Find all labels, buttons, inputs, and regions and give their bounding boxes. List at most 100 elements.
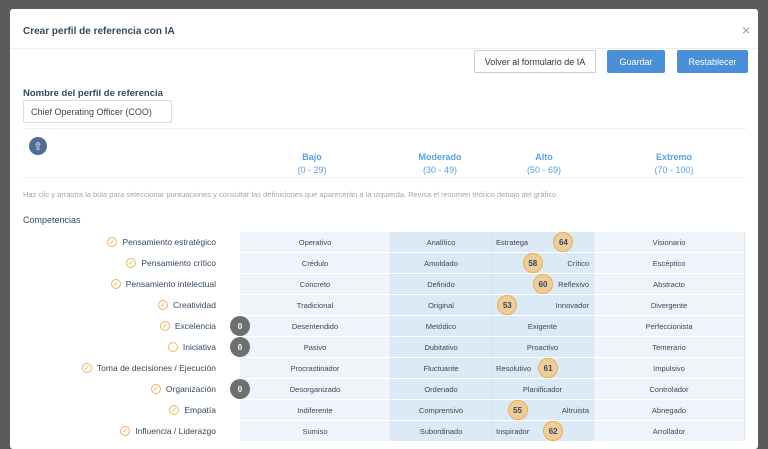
level-cell[interactable]: Arrollador bbox=[594, 421, 745, 441]
level-range: (0 - 29) bbox=[297, 165, 327, 175]
level-cell[interactable]: Subordinado bbox=[391, 421, 492, 441]
check-circle-icon[interactable]: ✓ bbox=[169, 405, 180, 415]
save-button[interactable]: Guardar bbox=[607, 50, 665, 73]
profile-name-input[interactable] bbox=[23, 100, 172, 123]
competency-table: ✓ Pensamiento estratégico Operativo Analíti… bbox=[23, 232, 746, 442]
level-cell[interactable]: Divergente bbox=[594, 295, 745, 315]
competency-row: ✓ Empatía Indiferente Comprensivo Altruista A… bbox=[23, 400, 746, 421]
create-profile-modal: Crear perfil de referencia con IA × Volv… bbox=[10, 9, 758, 449]
score-handle[interactable]: 0 bbox=[230, 337, 250, 357]
level-cell[interactable]: Indiferente bbox=[240, 400, 391, 420]
competency-name: Pensamiento crítico bbox=[141, 258, 216, 268]
competency-name: Influencia / Liderazgo bbox=[135, 426, 216, 436]
level-name: Extremo bbox=[655, 152, 692, 162]
check-circle-icon[interactable]: ✓ bbox=[158, 300, 168, 310]
level-cell[interactable]: Tradicional bbox=[240, 295, 391, 315]
close-icon[interactable]: × bbox=[741, 22, 750, 38]
reset-button[interactable]: Restablecer bbox=[677, 50, 748, 73]
competency-label[interactable]: ✓ Pensamiento intelectual bbox=[110, 279, 216, 289]
competency-row: ✓ Creatividad Tradicional Original Innovador… bbox=[23, 295, 746, 316]
check-circle-icon[interactable]: ✓ bbox=[126, 258, 137, 268]
level-cell[interactable]: Crédulo bbox=[240, 253, 391, 273]
level-cell[interactable]: Ordenado bbox=[391, 379, 492, 399]
level-cell[interactable]: Impulsivo bbox=[594, 358, 745, 378]
level-cell[interactable]: Abnegado bbox=[594, 400, 745, 420]
level-cell[interactable]: Planificador bbox=[492, 379, 594, 399]
level-cell[interactable]: Fluctuante bbox=[391, 358, 492, 378]
profile-name-label: Nombre del perfil de referencia bbox=[23, 88, 163, 99]
score-handle[interactable]: 62 bbox=[543, 421, 564, 441]
score-handle[interactable]: 64 bbox=[553, 232, 574, 252]
divider bbox=[23, 177, 746, 178]
level-cell[interactable]: Comprensivo bbox=[391, 400, 492, 420]
check-circle-icon[interactable]: ✓ bbox=[81, 363, 92, 373]
level-range: (50 - 69) bbox=[526, 165, 561, 175]
level-cell[interactable]: Visionario bbox=[594, 232, 745, 252]
level-cell[interactable]: Dubitativo bbox=[391, 337, 492, 357]
competency-label[interactable]: ✓ Pensamiento estratégico bbox=[107, 237, 216, 247]
level-name: Alto bbox=[535, 152, 553, 162]
instructions-text: Haz clic y arrastra la bola para selecci… bbox=[23, 190, 559, 199]
level-cell[interactable]: Concreto bbox=[240, 274, 391, 294]
level-cell[interactable]: Estratega bbox=[492, 232, 594, 252]
level-cell[interactable]: Desentendido bbox=[240, 316, 391, 336]
level-cell[interactable]: Desorganizado bbox=[240, 379, 391, 399]
divider bbox=[10, 48, 758, 49]
competency-label[interactable]: ✓ Empatía bbox=[169, 405, 216, 415]
level-bajo: Bajo (0 - 29) bbox=[272, 151, 352, 177]
level-cell[interactable]: Perfeccionista bbox=[594, 316, 745, 336]
check-circle-icon[interactable]: ✓ bbox=[110, 279, 121, 289]
level-cell[interactable]: Procrastinador bbox=[240, 358, 391, 378]
score-handle[interactable]: 0 bbox=[230, 379, 250, 399]
competency-name: Excelencia bbox=[174, 321, 216, 331]
score-handle[interactable]: 53 bbox=[497, 295, 518, 315]
competency-row: ✓ Pensamiento crítico Crédulo Amoldado Críti… bbox=[23, 253, 746, 274]
level-cell[interactable]: Temerario bbox=[594, 337, 745, 357]
score-handle[interactable]: 0 bbox=[230, 316, 250, 336]
level-cell[interactable]: Controlador bbox=[594, 379, 745, 399]
level-cell[interactable]: Exigente bbox=[492, 316, 594, 336]
score-handle[interactable]: 61 bbox=[538, 358, 559, 378]
modal-title: Crear perfil de referencia con IA bbox=[23, 26, 175, 37]
check-circle-icon[interactable]: ✓ bbox=[120, 426, 131, 436]
cloud-upload-icon[interactable]: ⇧ bbox=[29, 137, 47, 155]
check-circle-icon[interactable]: ✓ bbox=[107, 237, 118, 247]
check-circle-icon[interactable]: ✓ bbox=[159, 321, 170, 331]
level-cell[interactable]: Metódico bbox=[391, 316, 492, 336]
level-cell[interactable]: Abstracto bbox=[594, 274, 745, 294]
competency-label[interactable]: ✓ Organización bbox=[150, 384, 216, 394]
level-cell[interactable]: Crítico bbox=[492, 253, 594, 273]
empty-circle-icon[interactable] bbox=[167, 342, 178, 352]
back-to-form-button[interactable]: Volver al formulario de IA bbox=[474, 50, 596, 73]
competency-label[interactable]: ✓ Toma de decisiones / Ejecución bbox=[81, 363, 216, 373]
competency-label[interactable]: ✓ Creatividad bbox=[158, 300, 216, 310]
competency-row: ✓ Influencia / Liderazgo Sumiso Subordinado… bbox=[23, 421, 746, 442]
level-cell[interactable]: Operativo bbox=[240, 232, 391, 252]
level-cell[interactable]: Original bbox=[391, 295, 492, 315]
competency-name: Pensamiento estratégico bbox=[122, 237, 216, 247]
level-cell[interactable]: Inspirador bbox=[492, 421, 594, 441]
level-alto: Alto (50 - 69) bbox=[504, 151, 584, 177]
level-cell[interactable]: Sumiso bbox=[240, 421, 391, 441]
score-handle[interactable]: 58 bbox=[522, 253, 543, 273]
level-cell[interactable]: Proactivo bbox=[492, 337, 594, 357]
level-range: (70 - 100) bbox=[654, 165, 694, 175]
divider bbox=[23, 128, 746, 129]
competency-name: Pensamiento intelectual bbox=[125, 279, 216, 289]
competency-row: ✓ Pensamiento estratégico Operativo Analíti… bbox=[23, 232, 746, 253]
level-cell[interactable]: Escéptico bbox=[594, 253, 745, 273]
competency-row: ✓ Pensamiento intelectual Concreto Definido… bbox=[23, 274, 746, 295]
competency-name: Creatividad bbox=[173, 300, 216, 310]
level-cell[interactable]: Pasivo bbox=[240, 337, 391, 357]
score-handle[interactable]: 60 bbox=[533, 274, 553, 294]
level-cell[interactable]: Analítico bbox=[391, 232, 492, 252]
competency-label[interactable]: ✓ Pensamiento crítico bbox=[126, 258, 216, 268]
score-handle[interactable]: 55 bbox=[507, 400, 528, 420]
level-cell[interactable]: Innovador bbox=[492, 295, 594, 315]
competency-label[interactable]: Iniciativa bbox=[167, 342, 216, 352]
competency-label[interactable]: ✓ Influencia / Liderazgo bbox=[120, 426, 216, 436]
competency-label[interactable]: ✓ Excelencia bbox=[159, 321, 216, 331]
check-circle-icon[interactable]: ✓ bbox=[150, 384, 161, 394]
level-cell[interactable]: Amoldado bbox=[391, 253, 492, 273]
level-cell[interactable]: Definido bbox=[391, 274, 492, 294]
